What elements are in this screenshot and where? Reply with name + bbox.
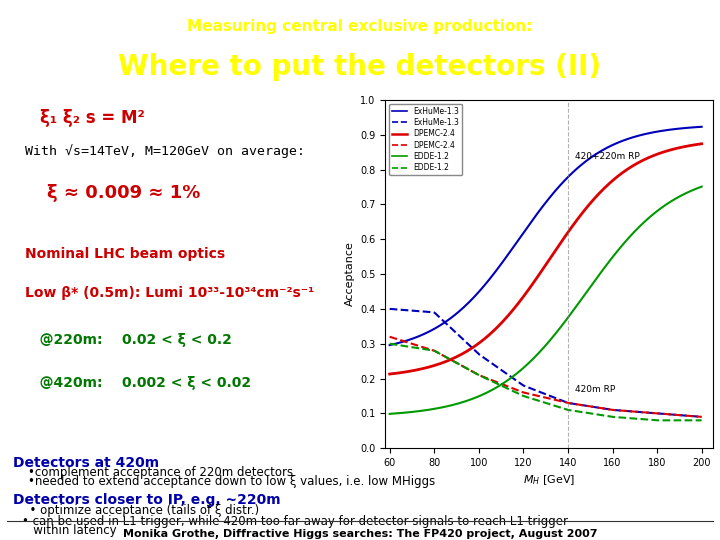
Text: •needed to extend acceptance down to low ξ values, i.e. low MHiggs: •needed to extend acceptance down to low… bbox=[28, 475, 435, 488]
Text: @220m:    0.02 < ξ < 0.2: @220m: 0.02 < ξ < 0.2 bbox=[25, 333, 232, 347]
Text: • can be used in L1 trigger, while 420m too far away for detector signals to rea: • can be used in L1 trigger, while 420m … bbox=[22, 515, 568, 528]
X-axis label: $M_H$ [GeV]: $M_H$ [GeV] bbox=[523, 474, 575, 487]
Text: Detectors closer to IP, e.g. ~220m: Detectors closer to IP, e.g. ~220m bbox=[13, 494, 281, 508]
Text: •complement acceptance of 220m detectors: •complement acceptance of 220m detectors bbox=[28, 466, 293, 479]
Text: Nominal LHC beam optics: Nominal LHC beam optics bbox=[25, 247, 225, 261]
Y-axis label: Acceptance: Acceptance bbox=[345, 241, 354, 307]
Text: Low β* (0.5m): Lumi 10³³-10³⁴cm⁻²s⁻¹: Low β* (0.5m): Lumi 10³³-10³⁴cm⁻²s⁻¹ bbox=[25, 286, 314, 300]
Text: Measuring central exclusive production:: Measuring central exclusive production: bbox=[187, 18, 533, 33]
Text: • optimize acceptance (tails of ξ distr.): • optimize acceptance (tails of ξ distr.… bbox=[22, 504, 259, 517]
Text: Monika Grothe, Diffractive Higgs searches: The FP420 project, August 2007: Monika Grothe, Diffractive Higgs searche… bbox=[122, 529, 598, 538]
Text: With √s=14TeV, M=120GeV on average:: With √s=14TeV, M=120GeV on average: bbox=[25, 145, 305, 158]
Legend: ExHuMe-1.3, ExHuMe-1.3, DPEMC-2.4, DPEMC-2.4, EDDE-1.2, EDDE-1.2: ExHuMe-1.3, ExHuMe-1.3, DPEMC-2.4, DPEMC… bbox=[389, 104, 462, 176]
Text: within latency: within latency bbox=[22, 524, 117, 537]
Text: 420m RP: 420m RP bbox=[575, 386, 615, 395]
Text: @420m:    0.002 < ξ < 0.02: @420m: 0.002 < ξ < 0.02 bbox=[25, 376, 251, 390]
Text: Detectors at 420m: Detectors at 420m bbox=[13, 456, 159, 470]
Text: ξ₁ ξ₂ s = M²: ξ₁ ξ₂ s = M² bbox=[40, 109, 145, 127]
Text: 420+220m RP: 420+220m RP bbox=[575, 152, 639, 161]
Text: Where to put the detectors (II): Where to put the detectors (II) bbox=[118, 53, 602, 81]
Text: ξ ≈ 0.009 ≈ 1%: ξ ≈ 0.009 ≈ 1% bbox=[47, 184, 200, 202]
